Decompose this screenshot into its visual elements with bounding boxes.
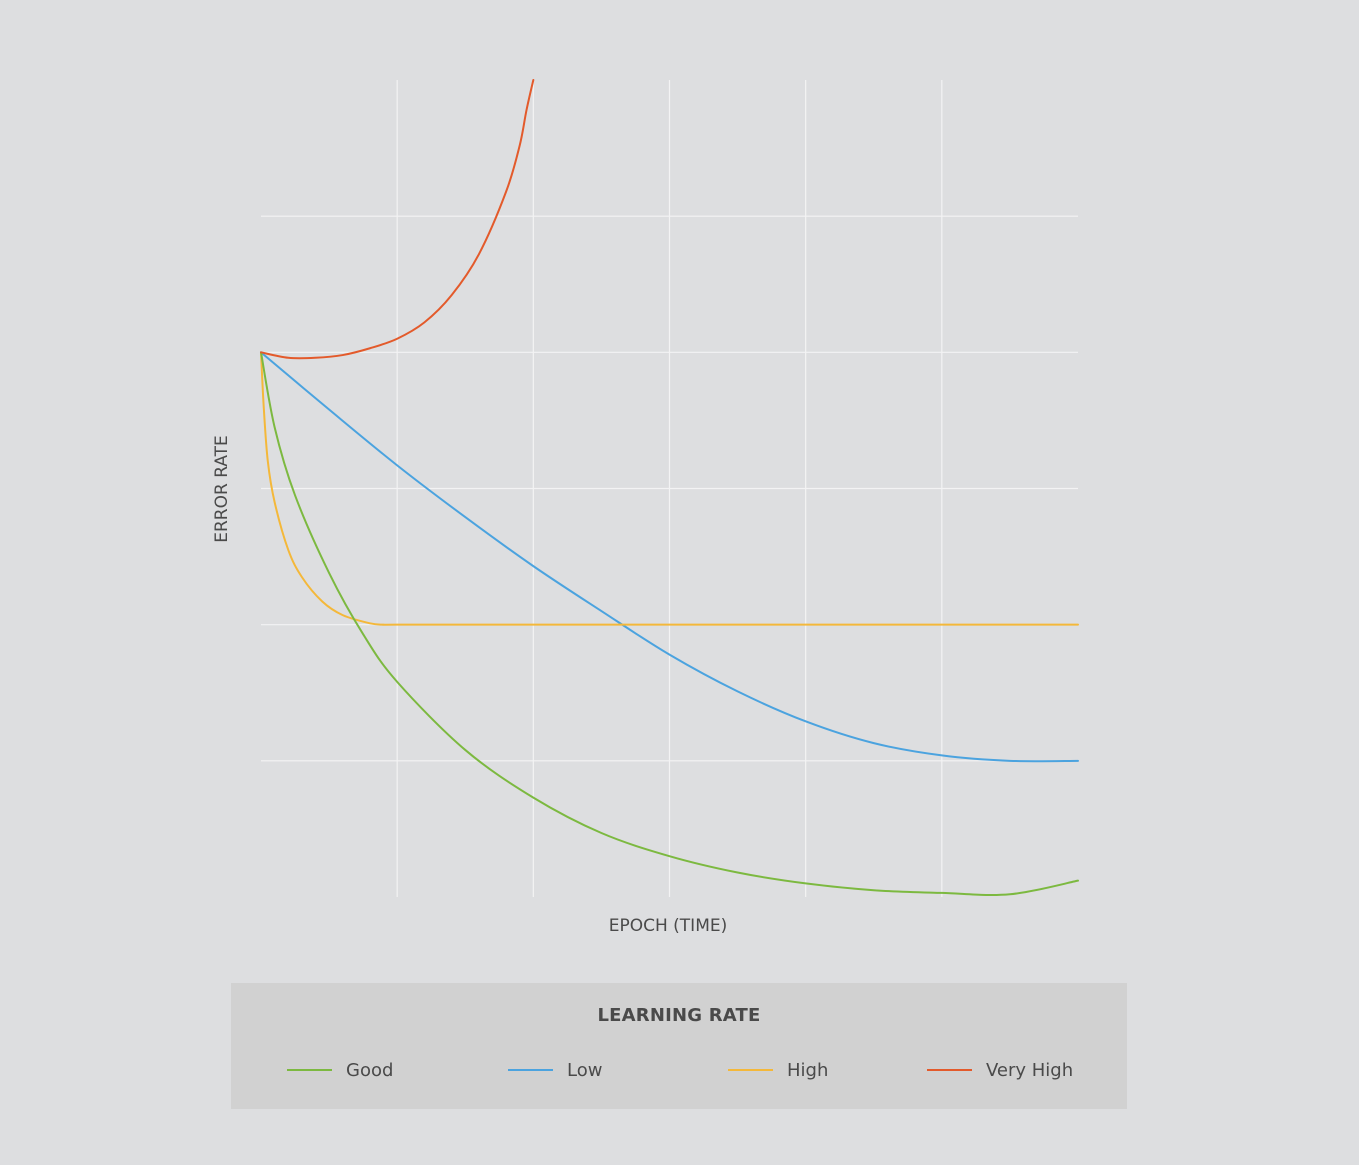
legend-label-high: High xyxy=(787,1059,829,1081)
legend-swatch-good xyxy=(287,1069,332,1071)
legend-title: LEARNING RATE xyxy=(597,1005,761,1026)
y-axis-label: ERROR RATE xyxy=(212,435,232,543)
legend-item-good: Good xyxy=(287,1055,393,1085)
series-line-low xyxy=(260,351,1079,763)
legend-label-very-high: Very High xyxy=(986,1059,1074,1081)
series-line-good xyxy=(260,351,1079,897)
grid xyxy=(261,80,1078,897)
x-axis-label: EPOCH (TIME) xyxy=(609,916,728,936)
series-lines xyxy=(260,79,1079,897)
legend-item-low: Low xyxy=(508,1055,602,1085)
legend-swatch-high xyxy=(728,1069,773,1071)
legend-swatch-very-high xyxy=(927,1069,972,1071)
legend-label-low: Low xyxy=(567,1059,603,1081)
legend: LEARNING RATE Good Low High Very High xyxy=(231,983,1127,1109)
legend-item-high: High xyxy=(728,1055,828,1085)
legend-item-very-high: Very High xyxy=(927,1055,1073,1085)
legend-swatch-low xyxy=(508,1069,553,1071)
series-line-high xyxy=(260,351,1079,626)
series-line-very-high xyxy=(260,79,535,360)
legend-label-good: Good xyxy=(346,1059,394,1081)
